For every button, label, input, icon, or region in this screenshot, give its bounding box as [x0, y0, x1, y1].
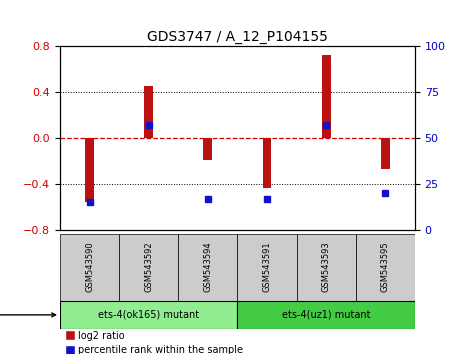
Bar	[85, 138, 94, 202]
Bar	[119, 234, 178, 301]
Text: ets-4(uz1) mutant: ets-4(uz1) mutant	[282, 310, 370, 320]
Bar	[237, 301, 415, 329]
Bar	[60, 234, 119, 301]
Bar	[322, 55, 331, 138]
Bar	[60, 301, 237, 329]
Legend: log2 ratio, percentile rank within the sample: log2 ratio, percentile rank within the s…	[65, 331, 243, 354]
Text: GSM543594: GSM543594	[203, 242, 213, 292]
Bar	[263, 138, 272, 188]
Text: GSM543590: GSM543590	[85, 242, 94, 292]
Title: GDS3747 / A_12_P104155: GDS3747 / A_12_P104155	[147, 30, 328, 44]
Bar	[144, 86, 153, 138]
Text: GSM543595: GSM543595	[381, 242, 390, 292]
Text: GSM543591: GSM543591	[262, 242, 272, 292]
Bar	[356, 234, 415, 301]
Text: ets-4(ok165) mutant: ets-4(ok165) mutant	[98, 310, 199, 320]
Bar	[203, 138, 212, 160]
Bar	[381, 138, 390, 169]
Bar	[178, 234, 237, 301]
Bar	[296, 234, 356, 301]
Bar	[237, 234, 296, 301]
Text: GSM543592: GSM543592	[144, 242, 153, 292]
Text: genotype/variation: genotype/variation	[0, 310, 56, 320]
Text: GSM543593: GSM543593	[322, 242, 331, 292]
